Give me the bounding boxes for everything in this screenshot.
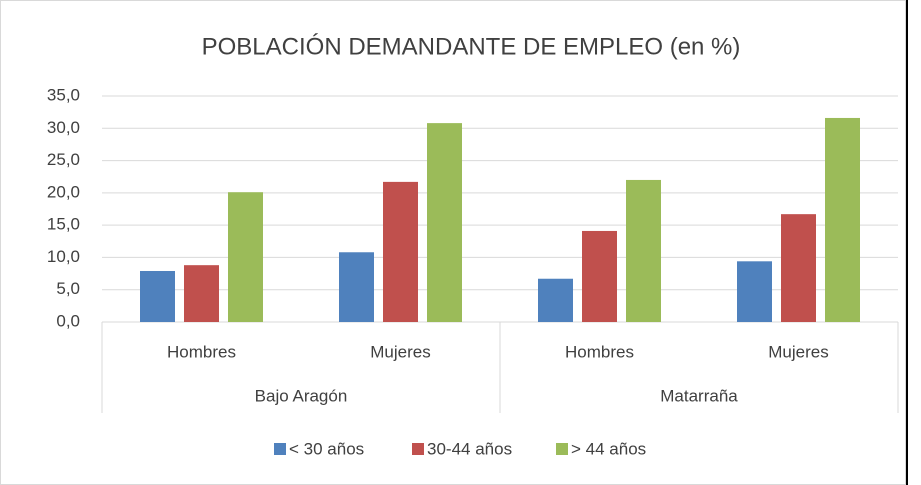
y-tick-label: 5,0	[56, 279, 80, 298]
x-tick-label: Mujeres	[768, 342, 828, 361]
x-tick-label: Hombres	[167, 342, 236, 361]
legend-label: > 44 años	[571, 439, 646, 458]
legend-swatch	[556, 443, 568, 455]
legend-swatch	[274, 443, 286, 455]
bar	[538, 278, 573, 322]
chart-title: POBLACIÓN DEMANDANTE DE EMPLEO (en %)	[202, 33, 741, 60]
y-tick-label: 30,0	[47, 118, 80, 137]
bar	[626, 179, 661, 322]
y-tick-label: 0,0	[56, 311, 80, 330]
legend-label: 30-44 años	[427, 439, 512, 458]
x-tick-label: Hombres	[565, 342, 634, 361]
group-label: Matarraña	[660, 386, 738, 405]
bar	[140, 270, 175, 322]
bar	[427, 123, 462, 323]
y-tick-label: 35,0	[47, 85, 80, 104]
bar	[339, 252, 374, 322]
bar	[184, 265, 219, 322]
x-tick-label: Mujeres	[370, 342, 430, 361]
y-tick-label: 10,0	[47, 247, 80, 266]
bar	[228, 192, 263, 322]
bar	[582, 230, 617, 322]
bar	[825, 117, 860, 322]
legend-swatch	[412, 443, 424, 455]
legend-label: < 30 años	[289, 439, 364, 458]
bar	[383, 181, 418, 322]
y-tick-label: 25,0	[47, 150, 80, 169]
bar	[781, 214, 816, 322]
y-tick-label: 20,0	[47, 182, 80, 201]
group-label: Bajo Aragón	[255, 386, 348, 405]
bar	[737, 261, 772, 322]
y-tick-label: 15,0	[47, 215, 80, 234]
